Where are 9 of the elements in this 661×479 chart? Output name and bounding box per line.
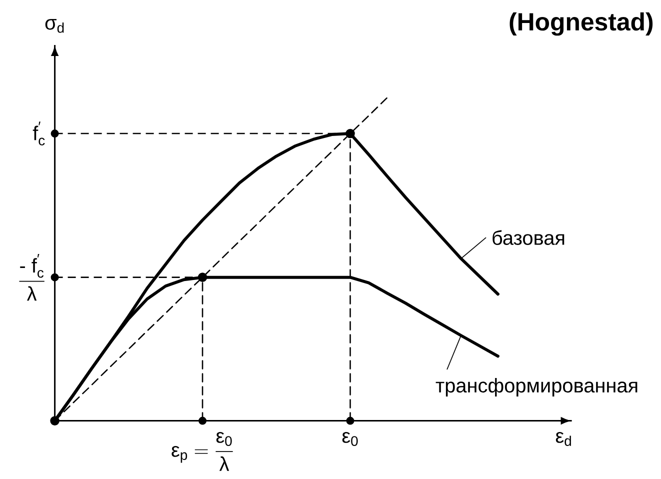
y-axis-title: σ$_{d}$ [45, 19, 64, 33]
x-axis-title: ε$_{d}$ [556, 432, 571, 446]
ref-line-label: $\frac{\text{- f}_{\text{c}}^{\text{′}}}{\text{λ}}$ [19, 254, 44, 301]
x-tick-label: $\text{ε}_{\text{0}}$ [342, 432, 358, 446]
text: трансформированная [436, 378, 638, 397]
x-tick-label: $\text{ε}_{\text{p}} = \frac{\text{ε}_{\text{0}}}{\text{λ}}$ [172, 432, 233, 471]
text: (Hognestad) [510, 12, 653, 36]
series-label: базовая [492, 230, 564, 245]
ref-line-label: $\text{f}_{\text{c}}^{\text{′}}$ [32, 122, 45, 146]
